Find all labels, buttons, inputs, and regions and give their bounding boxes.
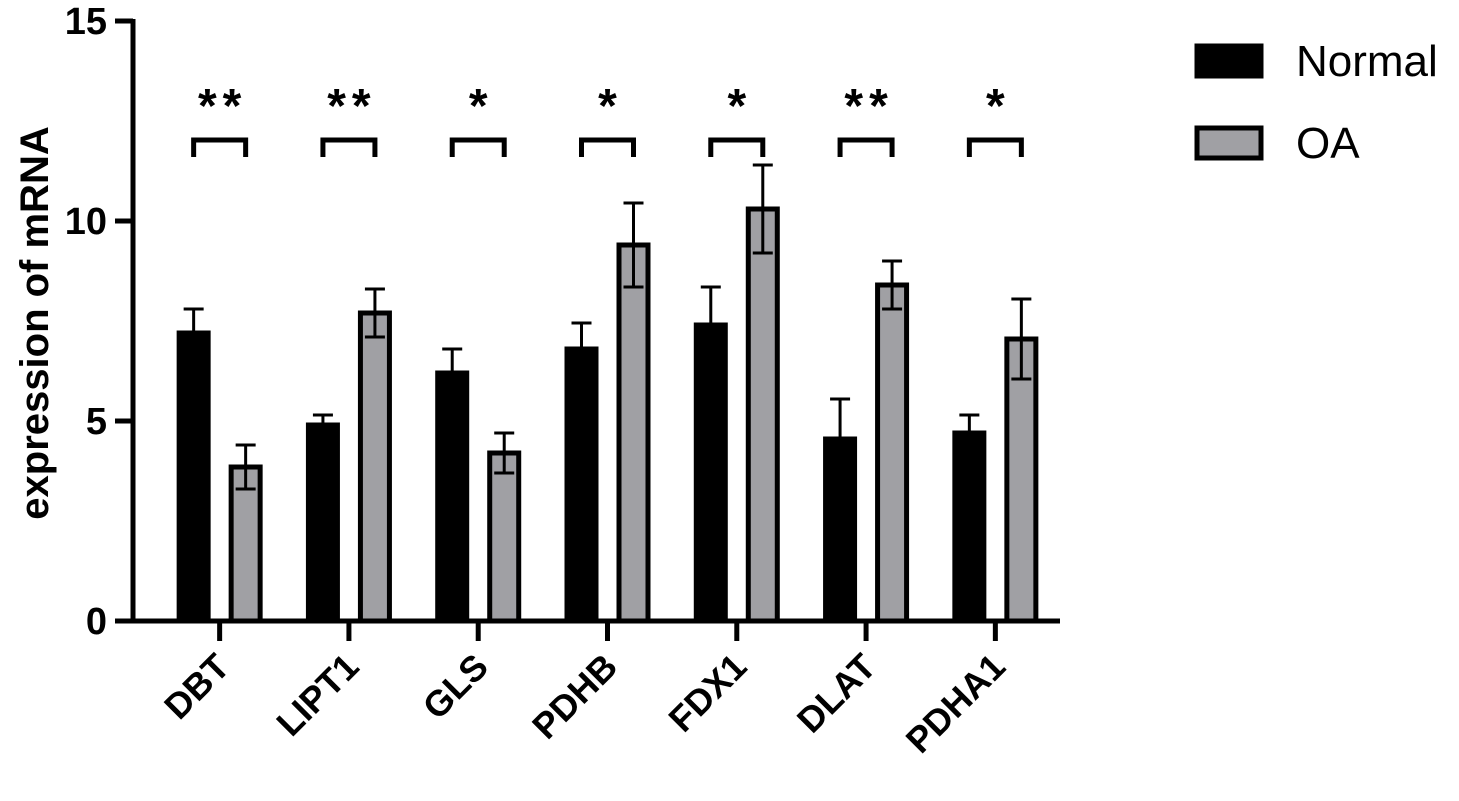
significance-bracket: [966, 137, 1024, 157]
significance-label: **: [327, 80, 376, 133]
bar-oa-pdhb: [616, 242, 651, 624]
bar-normal-dlat: [823, 436, 858, 624]
x-tick-label: DLAT: [789, 646, 884, 741]
significance-label: *: [598, 80, 623, 133]
significance-label: **: [844, 80, 893, 133]
bar-oa-lipt1: [357, 310, 392, 624]
legend-label-oa: OA: [1296, 119, 1360, 168]
significance-bracket: [708, 137, 766, 157]
legend-label-normal: Normal: [1296, 37, 1438, 86]
significance-label: **: [198, 80, 247, 133]
significance-label: *: [986, 80, 1011, 133]
y-tick-label: 15: [65, 1, 107, 43]
bar-normal-fdx1: [693, 322, 728, 624]
x-tick-label: GLS: [415, 646, 496, 727]
bar-normal-pdha1: [952, 430, 987, 624]
legend-swatch-oa: [1194, 125, 1264, 161]
x-tick-label: FDX1: [660, 646, 754, 740]
legend-swatch-normal: [1194, 43, 1264, 79]
x-tick-label: PDHA1: [898, 646, 1013, 761]
y-tick-label: 10: [65, 201, 107, 243]
bar-oa-gls: [487, 450, 522, 624]
y-axis-title: expression of mRNA: [13, 126, 57, 519]
bars: [176, 163, 1039, 624]
bar-normal-lipt1: [305, 422, 340, 624]
significance-label: *: [727, 80, 752, 133]
bar-normal-dbt: [176, 330, 211, 624]
bar-normal-pdhb: [564, 346, 599, 624]
x-tick-label: LIPT1: [268, 646, 366, 744]
significance-bracket: [837, 137, 895, 157]
bar-oa-fdx1: [745, 206, 780, 624]
bar-oa-pdha1: [1004, 336, 1039, 624]
significance-bracket: [191, 137, 249, 157]
x-tick-label: PDHB: [524, 646, 625, 747]
significance-markers: ** ** * * * ** *: [191, 80, 1024, 157]
legend: Normal OA: [1194, 37, 1438, 168]
significance-bracket: [449, 137, 507, 157]
significance-bracket: [579, 137, 636, 157]
x-tick-label: DBT: [156, 646, 237, 727]
significance-bracket: [320, 137, 378, 157]
y-tick-label: 5: [86, 401, 107, 443]
y-tick-label: 0: [86, 601, 107, 643]
significance-label: *: [469, 80, 494, 133]
bar-normal-gls: [435, 370, 470, 624]
bar-oa-dlat: [875, 282, 910, 624]
